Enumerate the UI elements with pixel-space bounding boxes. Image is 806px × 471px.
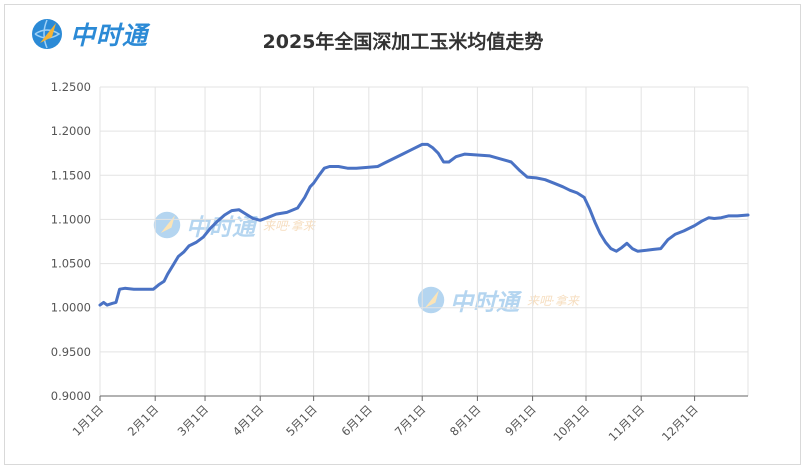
x-tick-label: 5月1日	[283, 402, 320, 439]
watermark-slogan: 来吧·拿来	[263, 218, 315, 233]
y-tick-label: 1.1000	[51, 212, 91, 226]
chart-frame	[4, 4, 801, 465]
y-tick-label: 1.1500	[51, 168, 91, 182]
y-tick-label: 1.0500	[51, 257, 91, 271]
x-tick-label: 7月1日	[392, 402, 429, 439]
plot-area	[98, 142, 750, 307]
brand-name: 中时通	[70, 21, 149, 50]
x-tick-label: 1月1日	[70, 402, 107, 439]
x-tick-label: 2月1日	[125, 402, 162, 439]
globe-rocket-icon	[32, 19, 62, 49]
x-tick-label: 10月1日	[550, 402, 592, 444]
y-tick-label: 0.9500	[51, 345, 91, 359]
watermark-logo-icon	[417, 286, 445, 314]
y-tick-label: 1.0000	[51, 301, 91, 315]
x-tick-label: 9月1日	[502, 402, 539, 439]
x-tick-label: 4月1日	[230, 402, 267, 439]
watermark-2: 中时通 来吧·拿来	[416, 283, 579, 317]
y-tick-label: 0.9000	[51, 389, 91, 403]
x-axis: 1月1日 2月1日 3月1日 4月1日 5月1日 6月1日 7月1日 8月1日 9月1日 10月1…	[70, 395, 748, 444]
grid	[99, 86, 749, 397]
watermark-logo-icon	[153, 211, 181, 239]
x-tick-label: 11月1日	[606, 402, 648, 444]
x-tick-label: 3月1日	[175, 402, 212, 439]
watermark-brand: 中时通	[450, 290, 519, 316]
x-tick-label: 8月1日	[447, 402, 484, 439]
chart-title: 2025年全国深加工玉米均值走势	[262, 31, 544, 53]
watermark-slogan: 来吧·拿来	[527, 293, 579, 308]
x-tick-label: 6月1日	[338, 402, 375, 439]
y-tick-label: 1.2500	[51, 80, 91, 94]
y-axis: 0.9000 0.9500 1.0000 1.0500 1.1000 1.1500 1.20…	[51, 80, 91, 403]
x-tick-label: 12月1日	[659, 402, 701, 444]
brand-logo: 中时通	[30, 14, 148, 54]
series-line	[98, 142, 750, 307]
y-tick-label: 1.2000	[51, 124, 91, 138]
